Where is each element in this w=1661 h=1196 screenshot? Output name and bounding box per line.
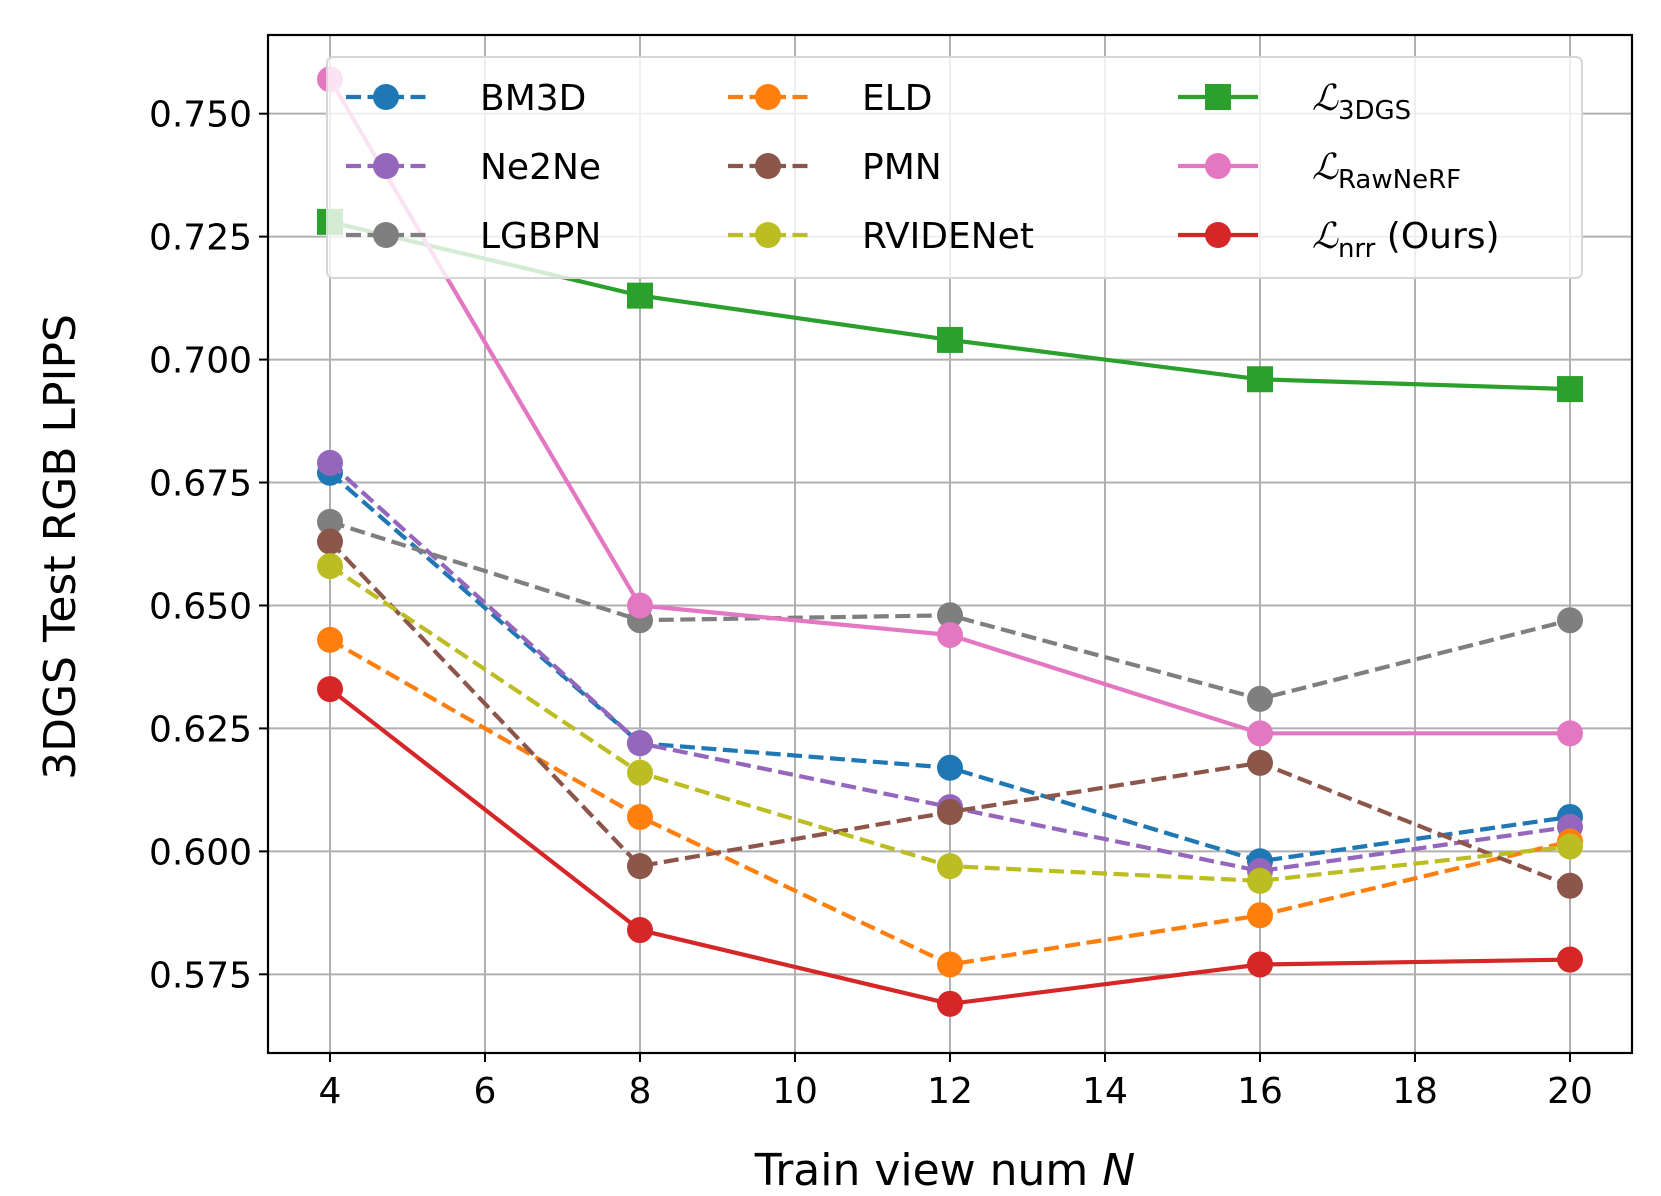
- x-tick-label: 8: [629, 1071, 652, 1112]
- series-eld: [317, 626, 1583, 978]
- x-tick-label: 20: [1547, 1071, 1593, 1112]
- data-point-l-3dgs: [937, 326, 963, 353]
- y-tick-label: 0.625: [149, 709, 252, 750]
- legend-marker: [755, 84, 781, 110]
- data-point-l-3dgs: [1557, 376, 1583, 403]
- legend-marker: [373, 222, 399, 248]
- data-point-ne2ne: [317, 449, 343, 476]
- legend-box: [326, 56, 1583, 279]
- y-tick-label: 0.750: [149, 95, 252, 136]
- data-point-pmn: [1247, 749, 1273, 776]
- legend-marker: [755, 222, 781, 248]
- data-point-l-rawnerf: [1557, 720, 1583, 747]
- y-tick-label: 0.575: [149, 955, 252, 996]
- y-tick-label: 0.700: [149, 341, 252, 382]
- x-tick-label: 12: [927, 1071, 973, 1112]
- data-point-l-3dgs: [627, 282, 653, 309]
- legend: BM3D Ne2Ne LGBPN ELD PMN RVIDENet ℒ3DGS ℒRawNeR…: [326, 56, 1583, 279]
- x-tick-label: 6: [474, 1071, 497, 1112]
- data-point-l-nrr-ours: [1247, 951, 1273, 978]
- data-point-l-nrr-ours: [627, 917, 653, 944]
- x-tick-label: 18: [1392, 1071, 1438, 1112]
- legend-item-pmn: PMN: [728, 147, 942, 188]
- y-axis-label: 3DGS Test RGB LPIPS: [35, 314, 86, 780]
- series-l-nrr-ours: [317, 676, 1583, 1017]
- x-axis-label: Train view num N: [754, 1145, 1135, 1196]
- legend-marker: [1205, 222, 1231, 248]
- data-point-l-rawnerf: [1247, 720, 1273, 747]
- y-tick-label: 0.675: [149, 464, 252, 505]
- data-point-rvidenet: [1557, 833, 1583, 860]
- legend-label: LGBPN: [480, 216, 601, 257]
- series-pmn: [317, 528, 1583, 899]
- legend-marker: [1205, 153, 1231, 179]
- x-tick-label: 10: [772, 1071, 818, 1112]
- data-point-rvidenet: [627, 759, 653, 786]
- data-point-l-nrr-ours: [317, 676, 343, 703]
- legend-marker: [755, 153, 781, 179]
- legend-label: BM3D: [480, 78, 586, 119]
- data-point-l-rawnerf: [627, 592, 653, 619]
- data-point-eld: [627, 803, 653, 830]
- data-point-pmn: [937, 799, 963, 826]
- legend-label: RVIDENet: [862, 216, 1034, 257]
- legend-item-rvidenet: RVIDENet: [728, 216, 1034, 257]
- legend-item-bm3d: BM3D: [346, 78, 586, 119]
- data-point-pmn: [627, 853, 653, 880]
- legend-label: ℒRawNeRF: [1312, 147, 1461, 195]
- data-point-eld: [317, 626, 343, 653]
- legend-item-lgbpn: LGBPN: [346, 216, 601, 257]
- data-point-pmn: [1557, 872, 1583, 899]
- y-tick-label: 0.600: [149, 832, 252, 873]
- data-point-rvidenet: [317, 553, 343, 580]
- legend-label: PMN: [862, 147, 942, 188]
- legend-marker: [373, 153, 399, 179]
- data-point-l-nrr-ours: [1557, 946, 1583, 973]
- legend-marker: [373, 84, 399, 110]
- data-point-eld: [1247, 902, 1273, 929]
- data-point-lgbpn: [317, 508, 343, 535]
- data-point-ne2ne: [627, 730, 653, 757]
- x-tick-label: 14: [1082, 1071, 1128, 1112]
- data-point-rvidenet: [1247, 867, 1273, 894]
- data-point-rvidenet: [937, 853, 963, 880]
- x-tick-label: 4: [319, 1071, 342, 1112]
- y-tick-label: 0.725: [149, 218, 252, 259]
- data-point-bm3d: [937, 754, 963, 781]
- data-point-lgbpn: [1557, 607, 1583, 634]
- series-layer: [317, 66, 1583, 1017]
- series-rvidenet: [317, 553, 1583, 894]
- y-tick-label: 0.650: [149, 586, 252, 627]
- data-point-lgbpn: [937, 602, 963, 629]
- legend-label: ℒnrr (Ours): [1312, 216, 1500, 264]
- data-point-l-3dgs: [1247, 366, 1273, 393]
- legend-marker: [1205, 84, 1231, 110]
- data-point-pmn: [317, 528, 343, 555]
- legend-item-eld: ELD: [728, 78, 933, 119]
- x-tick-label: 16: [1237, 1071, 1283, 1112]
- axis-ticks: 4 6 8 10 12 14 16 18 20 0.575 0.600 0.625 0.650 0.675…: [149, 95, 1593, 1112]
- legend-item-ne2ne: Ne2Ne: [346, 147, 601, 188]
- data-point-lgbpn: [1247, 685, 1273, 712]
- legend-label: ELD: [862, 78, 933, 119]
- legend-item-l-nrr-ours: ℒnrr (Ours): [1178, 216, 1500, 264]
- legend-label: ℒ3DGS: [1312, 78, 1411, 126]
- data-point-eld: [937, 951, 963, 978]
- legend-label: Ne2Ne: [480, 147, 601, 188]
- legend-item-l-rawnerf: ℒRawNeRF: [1178, 147, 1461, 195]
- data-point-l-nrr-ours: [937, 990, 963, 1017]
- data-point-l-rawnerf: [937, 621, 963, 648]
- legend-item-l-3dgs: ℒ3DGS: [1178, 78, 1411, 126]
